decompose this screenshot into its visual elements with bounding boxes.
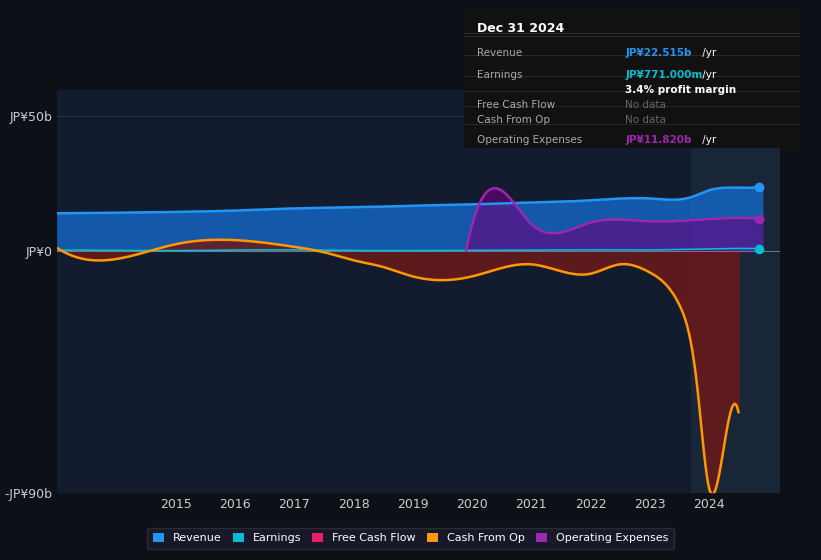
Text: /yr: /yr (699, 70, 717, 80)
Text: Earnings: Earnings (477, 70, 523, 80)
Text: 3.4% profit margin: 3.4% profit margin (626, 85, 736, 95)
Text: Cash From Op: Cash From Op (477, 115, 550, 125)
Text: Operating Expenses: Operating Expenses (477, 135, 583, 144)
Text: /yr: /yr (699, 135, 717, 144)
Text: Revenue: Revenue (477, 48, 522, 58)
Text: Dec 31 2024: Dec 31 2024 (477, 22, 565, 35)
Legend: Revenue, Earnings, Free Cash Flow, Cash From Op, Operating Expenses: Revenue, Earnings, Free Cash Flow, Cash … (147, 528, 674, 549)
Text: JP¥11.820b: JP¥11.820b (626, 135, 692, 144)
Text: JP¥22.515b: JP¥22.515b (626, 48, 692, 58)
Text: No data: No data (626, 115, 667, 125)
Bar (691, 90, 780, 493)
Text: JP¥771.000m: JP¥771.000m (626, 70, 703, 80)
Text: /yr: /yr (699, 48, 717, 58)
Text: No data: No data (626, 100, 667, 110)
Text: Free Cash Flow: Free Cash Flow (477, 100, 556, 110)
